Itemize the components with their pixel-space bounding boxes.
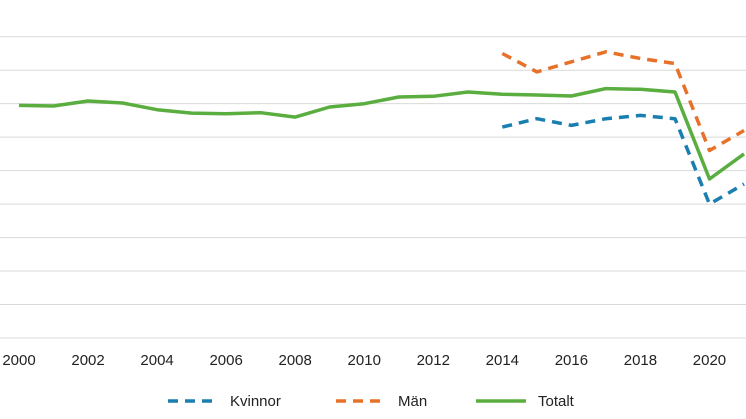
- series-line-2: [501, 50, 745, 153]
- x-tick-label: 2000: [2, 352, 35, 369]
- legend-label: Totalt: [538, 393, 575, 410]
- x-tick-label: 2002: [71, 352, 104, 369]
- x-tick-label: 2020: [693, 352, 726, 369]
- series-line-1: [501, 113, 745, 206]
- x-tick-label: 2006: [209, 352, 242, 369]
- series-line-3: [18, 86, 746, 181]
- x-axis-tick-labels: 2000 2002 2004 2006 2008 2010 2012 2014 2016 2018…: [2, 352, 726, 369]
- gridlines: [0, 36, 746, 339]
- x-tick-label: 2004: [140, 352, 173, 369]
- x-tick-label: 2012: [417, 352, 450, 369]
- x-tick-label: 2008: [279, 352, 312, 369]
- x-tick-label: 2010: [348, 352, 381, 369]
- legend-label: Män: [398, 393, 427, 410]
- legend: Kvinnor Män Totalt: [168, 393, 575, 410]
- series-lines: [18, 50, 746, 206]
- legend-label: Kvinnor: [230, 393, 281, 410]
- x-tick-label: 2014: [486, 352, 519, 369]
- x-tick-label: 2018: [624, 352, 657, 369]
- x-tick-label: 2016: [555, 352, 588, 369]
